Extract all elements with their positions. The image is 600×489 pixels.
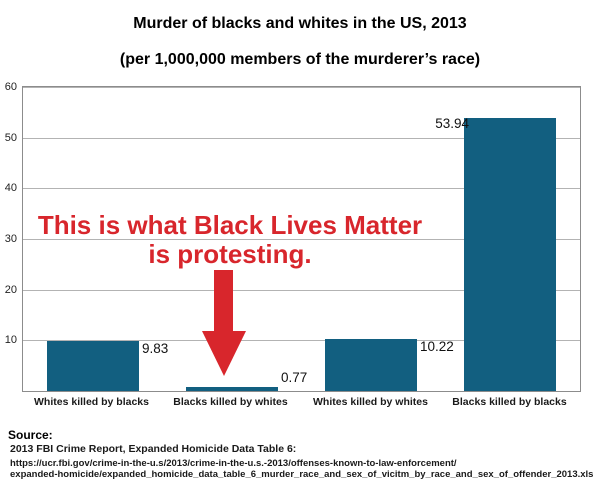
plot-area [22, 86, 581, 392]
down-arrow-icon [214, 270, 233, 332]
source-url-line-2: expanded-homicide/expanded_homicide_data… [10, 469, 594, 480]
category-label-blacks-killed-by-whites: Blacks killed by whites [173, 396, 288, 408]
value-label-53.94: 53.94 [435, 116, 469, 131]
gridline-40 [23, 188, 580, 190]
bar-whites-killed-by-blacks [47, 341, 139, 391]
gridline-10 [23, 340, 580, 342]
bar-blacks-killed-by-whites [186, 387, 278, 391]
value-label-10.22: 10.22 [420, 339, 454, 354]
down-arrow-head-icon [202, 331, 246, 376]
bar-blacks-killed-by-blacks [464, 118, 556, 391]
category-label-whites-killed-by-blacks: Whites killed by blacks [34, 396, 149, 408]
gridline-20 [23, 289, 580, 291]
source-url-line-1: https://ucr.fbi.gov/crime-in-the-u.s/201… [10, 458, 457, 469]
y-tick-label-10: 10 [4, 334, 17, 347]
category-label-blacks-killed-by-blacks: Blacks killed by blacks [452, 396, 567, 408]
gridline-30 [23, 239, 580, 240]
y-tick-label-60: 60 [4, 81, 17, 93]
y-tick-label-40: 40 [4, 182, 17, 195]
category-label-whites-killed-by-whites: Whites killed by whites [313, 396, 428, 408]
chart-subtitle: (per 1,000,000 members of the murderer’s… [119, 51, 481, 68]
value-label-9.83: 9.83 [142, 341, 169, 356]
y-tick-label-20: 20 [4, 283, 17, 296]
annotation-text: This is what Black Lives Matter is prote… [10, 211, 450, 269]
y-tick-label-50: 50 [4, 131, 17, 144]
source-citation: 2013 FBI Crime Report, Expanded Homicide… [10, 443, 297, 455]
y-tick-label-30: 30 [4, 233, 17, 245]
gridline-50 [23, 137, 580, 139]
source-heading: Source: [8, 428, 53, 442]
annotation-line-1: This is what Black Lives Matter [37, 210, 423, 240]
bar-whites-killed-by-whites [325, 339, 417, 391]
gridline-60 [23, 87, 580, 88]
annotation-line-2: is protesting. [148, 239, 312, 269]
value-label-0.77: 0.77 [281, 370, 308, 385]
chart-title: Murder of blacks and whites in the US, 2… [133, 15, 467, 32]
